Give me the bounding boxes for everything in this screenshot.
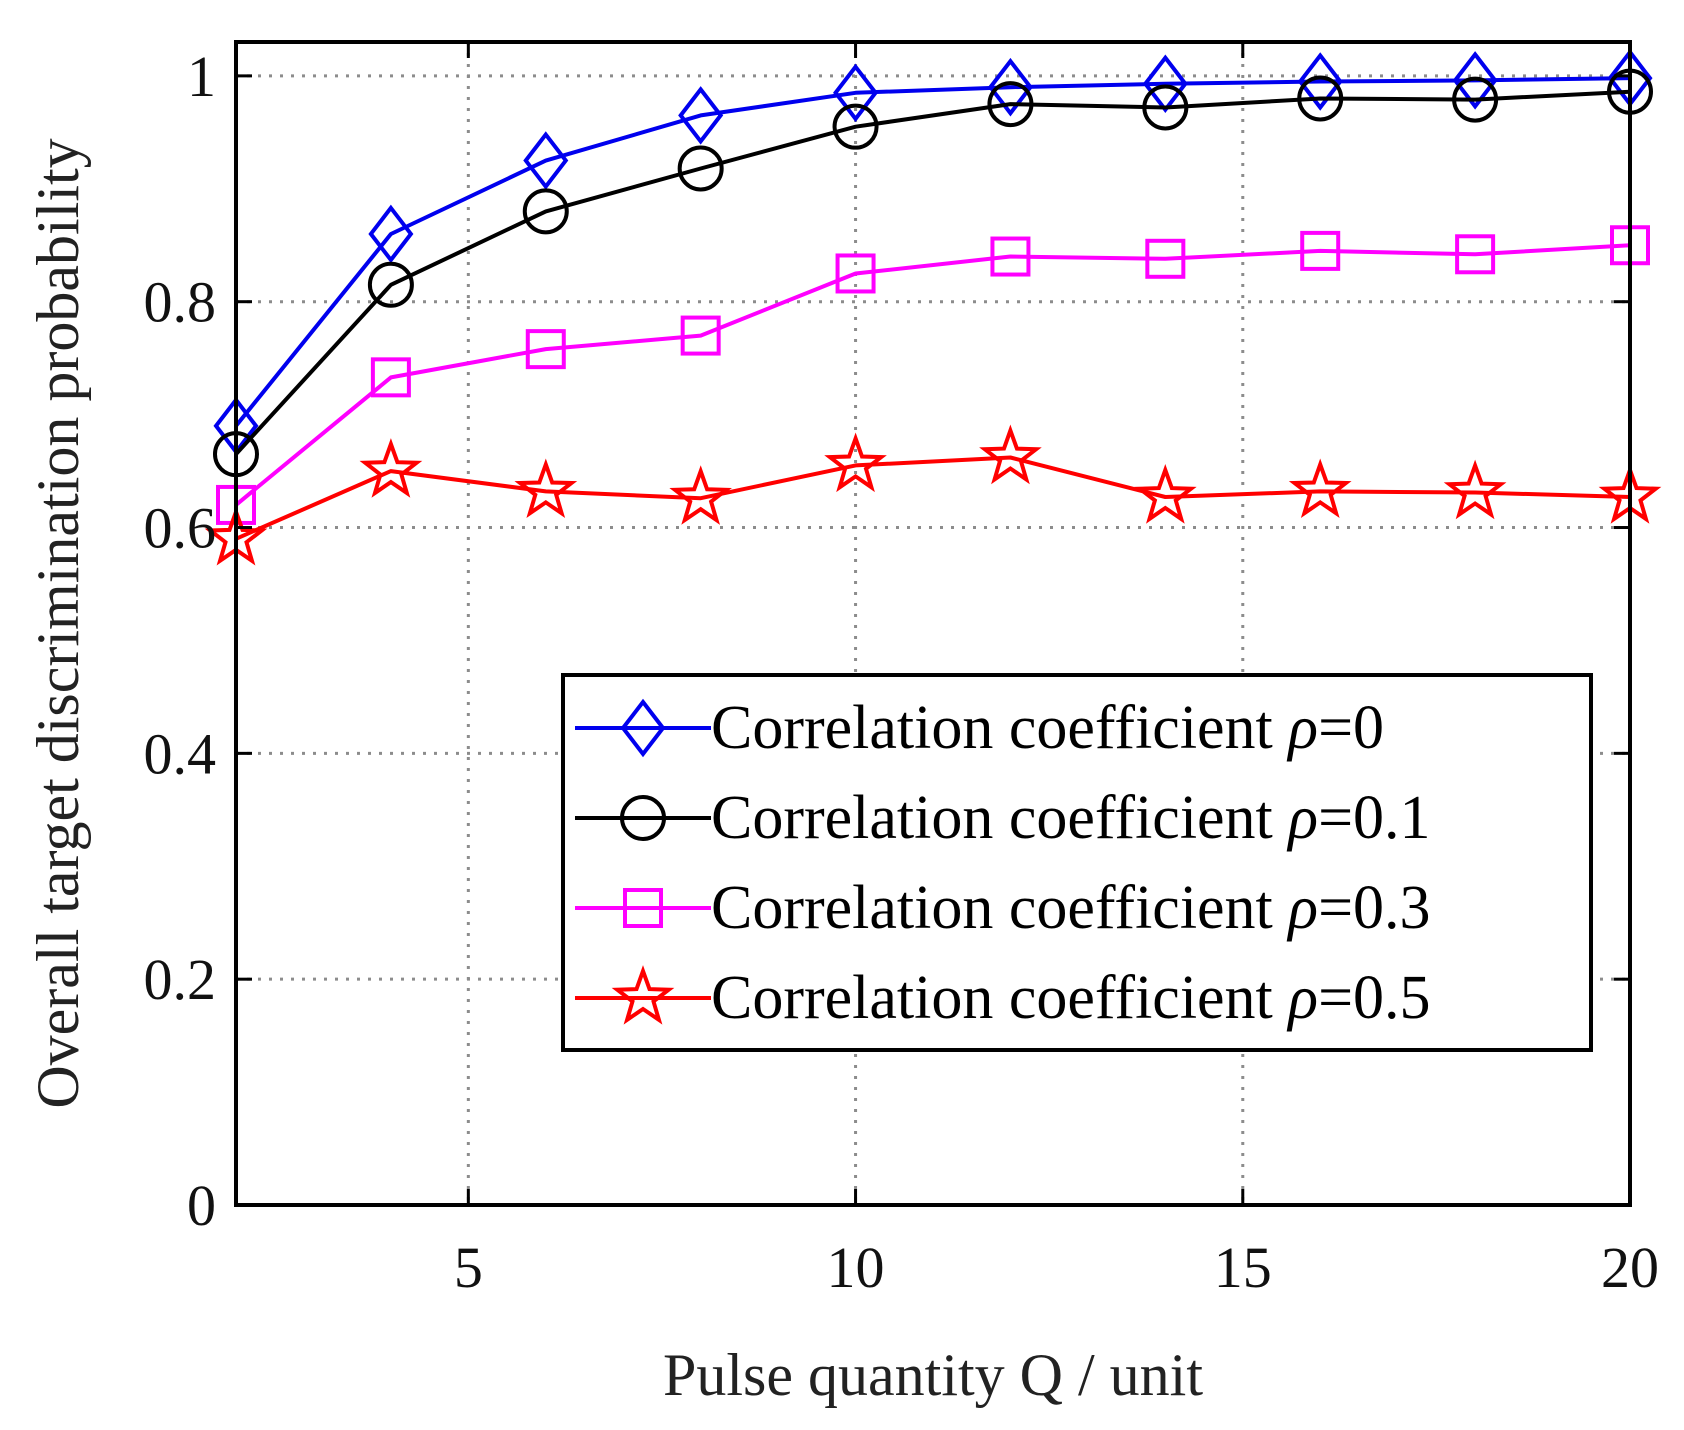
data-point (1142, 84, 1189, 131)
axis-ticks: 5 10 15 20 0 0.2 0.4 0.6 0.8 1 (144, 42, 1659, 1300)
legend-label: Correlation coefficient ρ=0.3 (711, 874, 1431, 942)
series-line (234, 243, 1631, 507)
data-point (368, 204, 414, 264)
data-point (523, 131, 569, 190)
legend-label: Correlation coefficient ρ=0.5 (711, 964, 1431, 1032)
data-point (1297, 75, 1344, 122)
series-3 (204, 424, 1662, 566)
x-tick-label: 10 (827, 1235, 885, 1300)
legend-marker (623, 888, 663, 928)
data-point (522, 188, 569, 235)
legend-entry: Correlation coefficient ρ=0.1 (575, 784, 1431, 852)
data-point (990, 236, 1031, 277)
data-point (680, 315, 721, 356)
data-point (1443, 459, 1507, 520)
data-point (1297, 52, 1343, 111)
y-tick-label: 0.8 (144, 270, 217, 335)
data-point (525, 329, 566, 370)
data-point (835, 253, 876, 294)
legend-entry: Correlation coefficient ρ=0.5 (575, 964, 1431, 1032)
data-point (677, 145, 724, 192)
data-point (669, 465, 732, 525)
legend-entry: Correlation coefficient ρ=0.3 (575, 874, 1431, 942)
y-axis-title: Overall target discrimination probabilit… (25, 138, 91, 1108)
data-point (1142, 54, 1188, 114)
y-tick-label: 0 (187, 1173, 216, 1238)
legend-box (561, 673, 1593, 1052)
data-point (1134, 464, 1197, 524)
data-point (1145, 238, 1186, 279)
data-point (367, 261, 414, 308)
data-point (359, 438, 423, 498)
x-tick-label: 15 (1214, 1235, 1272, 1300)
series-2 (216, 225, 1650, 525)
data-point (1300, 230, 1341, 271)
y-tick-label: 1 (187, 44, 216, 109)
data-point (987, 81, 1034, 128)
legend-marker (620, 698, 666, 758)
data-point (833, 63, 879, 123)
legend-marker (611, 965, 675, 1025)
data-point (1455, 234, 1496, 275)
y-tick-label: 0.6 (144, 496, 217, 561)
plot-frame (234, 40, 1632, 1207)
x-axis-title: Pulse quantity Q / unit (663, 1342, 1203, 1408)
series-line (234, 89, 1631, 456)
y-tick-label: 0.4 (144, 721, 217, 786)
series-1 (213, 68, 1653, 478)
legend: Correlation coefficient ρ=0 Correlation c… (561, 673, 1593, 1052)
x-tick-label: 20 (1601, 1235, 1659, 1300)
data-point (824, 432, 887, 493)
data-point (832, 103, 879, 150)
series-line (234, 76, 1631, 428)
x-tick-label: 5 (454, 1235, 483, 1300)
data-point (1452, 51, 1498, 110)
data-point (987, 57, 1033, 117)
legend-marker (620, 795, 666, 841)
legend-label: Correlation coefficient ρ=0.1 (711, 784, 1431, 852)
y-tick-label: 0.2 (144, 947, 217, 1012)
data-point (514, 458, 578, 519)
data-point (1288, 458, 1352, 519)
legend-label: Correlation coefficient ρ=0 (711, 694, 1384, 762)
series-group (204, 48, 1662, 566)
data-point (678, 86, 724, 145)
series-line (235, 455, 1631, 541)
legend-entry: Correlation coefficient ρ=0 (575, 694, 1384, 762)
series-0 (213, 48, 1653, 456)
data-point (1452, 76, 1499, 123)
data-point (979, 424, 1042, 485)
data-point (370, 357, 411, 398)
